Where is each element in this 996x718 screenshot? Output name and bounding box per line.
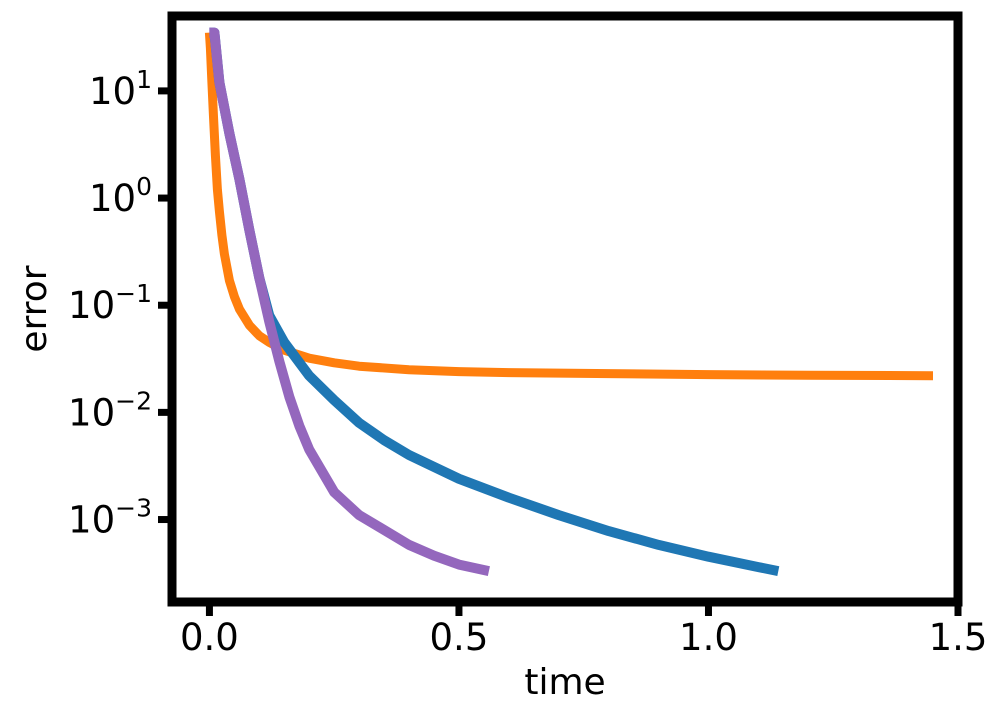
y-tick-label: 10−2: [68, 386, 152, 434]
x-axis: 0.0 0.5 1.0 1.5: [180, 602, 987, 659]
y-tick-label: 10−1: [68, 279, 152, 327]
x-axis-label: time: [524, 662, 605, 703]
x-tick-label: 1.5: [929, 616, 988, 659]
y-tick-exponent: −2: [115, 386, 152, 415]
plot-frame: [167, 11, 963, 607]
series-line-1: [204, 32, 934, 381]
y-tick-exponent: 1: [136, 65, 152, 94]
x-tick-label: 0.0: [180, 616, 239, 659]
y-tick-label: 10−3: [68, 494, 152, 542]
x-tick-label: 1.0: [679, 616, 738, 659]
y-tick-base: 10: [68, 284, 115, 327]
y-tick-base: 10: [68, 499, 115, 542]
y-tick-base: 10: [68, 391, 115, 434]
y-tick-label: 100: [89, 172, 152, 220]
y-tick-label: 101: [89, 65, 152, 113]
series-layer: [204, 27, 934, 577]
y-tick-exponent: 0: [136, 172, 152, 201]
y-tick-base: 10: [89, 70, 136, 113]
series-line-3: [209, 27, 490, 576]
y-tick-exponent: −3: [115, 494, 152, 523]
x-tick-label: 0.5: [430, 616, 489, 659]
y-tick-exponent: −1: [115, 279, 152, 308]
y-axis-label: error: [14, 265, 55, 352]
y-tick-base: 10: [89, 177, 136, 220]
